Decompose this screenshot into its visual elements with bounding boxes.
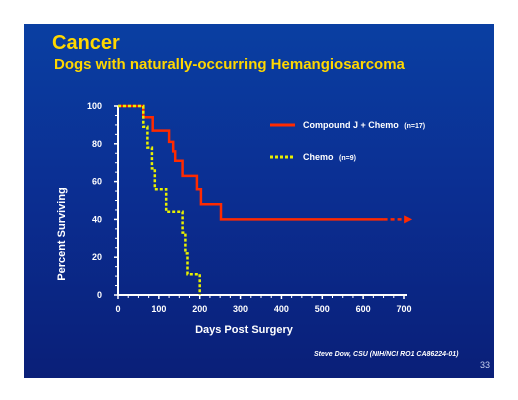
x-tick-label: 200: [192, 304, 207, 314]
x-tick-label: 500: [315, 304, 330, 314]
legend-n-compound-j: (n=17): [404, 123, 425, 130]
x-tick-label: 700: [396, 304, 411, 314]
x-axis-label: Days Post Surgery: [195, 324, 294, 336]
legend-label-chemo: Chemo (n=9): [303, 152, 356, 162]
legend-name-chemo: Chemo: [303, 152, 334, 162]
slide: Cancer Dogs with naturally-occurring Hem…: [24, 24, 494, 378]
page-number: 33: [480, 360, 491, 370]
y-tick-label: 20: [92, 252, 102, 262]
x-tick-label: 100: [151, 304, 166, 314]
series-line-chemo: [118, 104, 201, 295]
source-credit: Steve Dow, CSU (NIH/NCI RO1 CA86224-01): [314, 351, 459, 358]
y-tick-label: 60: [92, 177, 102, 187]
legend-name-compound-j: Compound J + Chemo: [303, 120, 399, 130]
legend: Compound J + Chemo (n=17) Chemo (n=9): [270, 120, 425, 162]
legend-n-chemo: (n=9): [339, 155, 356, 162]
x-tick-label: 400: [274, 304, 289, 314]
y-tick-label: 100: [87, 101, 102, 111]
x-tick-label: 0: [115, 304, 120, 314]
y-tick-label: 40: [92, 214, 102, 224]
survival-chart: 0 20 40 60 80 100 0 100 200 300 400 500 600 700 Days …: [56, 101, 425, 336]
legend-label-compound-j: Compound J + Chemo (n=17): [303, 120, 425, 130]
x-tick-label: 600: [356, 304, 371, 314]
x-tick-label: 300: [233, 304, 248, 314]
y-tick-label: 80: [92, 139, 102, 149]
y-tick-label: 0: [97, 290, 102, 300]
slide-title: Cancer: [52, 32, 120, 54]
series-line-compound-j: [118, 104, 384, 221]
slide-subtitle: Dogs with naturally-occurring Hemangiosa…: [54, 56, 405, 73]
y-axis-label: Percent Surviving: [56, 187, 68, 281]
continuation-arrowhead: [404, 215, 413, 224]
